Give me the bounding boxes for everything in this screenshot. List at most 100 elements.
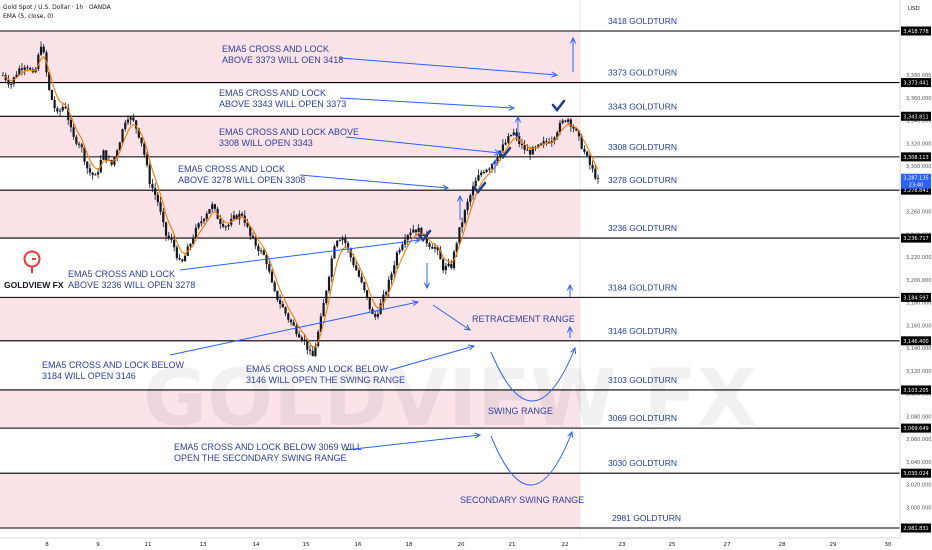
arrow-head-icon (566, 283, 574, 291)
candle-body (289, 319, 293, 323)
price-badge-text: 3,236.717 (903, 236, 928, 242)
candle-body (227, 224, 230, 227)
candle-body (91, 172, 94, 175)
ema-line (2, 55, 599, 349)
candle-body (311, 350, 314, 357)
arrow-line (299, 174, 449, 189)
y-tick-label: 3,360.000 (906, 96, 931, 102)
y-tick-label: 3,180.000 (906, 301, 931, 307)
y-tick-label: 3,220.000 (906, 255, 931, 261)
candle-body (211, 204, 214, 210)
candle-body (102, 150, 105, 160)
candle-body (300, 337, 303, 340)
candle-body (588, 155, 591, 166)
current-price-text: 3,287.135 (903, 176, 928, 182)
current-price-badge (901, 173, 931, 189)
annotation-text: EMA5 CROSS AND LOCK BELOW (246, 364, 389, 374)
x-tick-label: 22 (562, 542, 569, 548)
annotation-text: 3146 WILL OPEN THE SWING RANGE (246, 375, 405, 385)
candle-body (482, 171, 485, 173)
candle-body (12, 77, 15, 85)
candle-body (556, 132, 559, 138)
candle-body (56, 108, 59, 112)
price-badge-text: 3,373.441 (903, 81, 928, 87)
candle-body (159, 202, 162, 212)
candle-body (561, 120, 564, 123)
annotation-text: EMA5 CROSS AND LOCK (178, 164, 285, 174)
candle-body (116, 150, 119, 157)
candle-body (156, 194, 159, 203)
candle-body (126, 119, 130, 123)
annotation-text: EMA5 CROSS AND LOCK (222, 44, 329, 54)
candle-body (164, 222, 168, 236)
arrow-head-icon (508, 104, 516, 111)
candle-body (75, 136, 78, 144)
candle-body (461, 222, 464, 228)
arrow-line (169, 301, 419, 356)
candle-body (444, 266, 447, 271)
y-tick-label: 3,000.000 (906, 505, 931, 511)
candle-body (471, 186, 475, 196)
price-badge (901, 385, 931, 395)
price-badge-text: 3,103.205 (903, 388, 928, 394)
x-tick-label: 25 (669, 542, 676, 548)
arrow-line (339, 57, 558, 76)
candle-body (257, 245, 260, 252)
candle-body (428, 243, 431, 247)
arrow-head-icon (442, 184, 450, 191)
goldturn-label: 2981 GOLDTURN (612, 513, 681, 523)
candle-body (137, 128, 140, 138)
candle-body (463, 210, 466, 223)
check-mark-icon (551, 99, 566, 113)
y-tick-label: 3,320.000 (906, 141, 931, 147)
symbol-title: Gold Spot / U.S. Dollar · 1h · OANDA (3, 4, 111, 11)
candle-body (18, 68, 21, 75)
candle-body (450, 263, 453, 268)
candle-body (270, 271, 274, 283)
candle-body (336, 240, 339, 247)
goldturn-label: 3278 GOLDTURN (608, 175, 677, 185)
candle-body (586, 151, 589, 156)
candle-body (417, 227, 420, 233)
candle-body (414, 229, 418, 233)
goldturn-label: 3308 GOLDTURN (608, 142, 677, 152)
check-mark-icon (472, 181, 487, 195)
candle-body (251, 235, 255, 238)
candle-body (181, 259, 184, 262)
candle-body (279, 299, 282, 305)
annotation-text: OPEN THE SECONDARY SWING RANGE (174, 453, 347, 463)
candle-body (327, 276, 331, 291)
candle-body (202, 218, 206, 222)
x-tick-label: 16 (355, 542, 362, 548)
price-badge-text: 3,278.841 (903, 188, 928, 194)
price-badge (901, 185, 931, 195)
candle-body (281, 304, 284, 308)
arrow-head-icon (570, 346, 577, 355)
annotation-text: EMA5 CROSS AND LOCK ABOVE (219, 127, 359, 137)
arrow-head-icon (463, 324, 471, 331)
goldturn-label: 3343 GOLDTURN (608, 101, 677, 111)
candle-body (490, 163, 494, 169)
arrow-line (344, 434, 481, 451)
candle-body (246, 222, 249, 227)
y-tick-label: 3,160.000 (906, 323, 931, 329)
candle-body (526, 149, 529, 151)
candle-body (132, 117, 135, 121)
annotation-text: 3184 WILL OPEN 3146 (42, 371, 136, 381)
y-tick-label: 3,040.000 (906, 460, 931, 466)
candle-body (175, 247, 178, 258)
candle-body (346, 243, 350, 249)
arrow-head-icon (514, 115, 522, 123)
candle-body (208, 209, 211, 214)
candle-body (317, 331, 320, 346)
candle-body (58, 110, 62, 112)
candle-body (308, 349, 312, 351)
candle-body (349, 248, 352, 258)
candle-body (292, 322, 295, 326)
candle-body (295, 325, 298, 335)
candle-body (368, 297, 371, 309)
price-badge (901, 26, 931, 36)
candle-body (436, 247, 439, 251)
candle-body (118, 142, 121, 151)
